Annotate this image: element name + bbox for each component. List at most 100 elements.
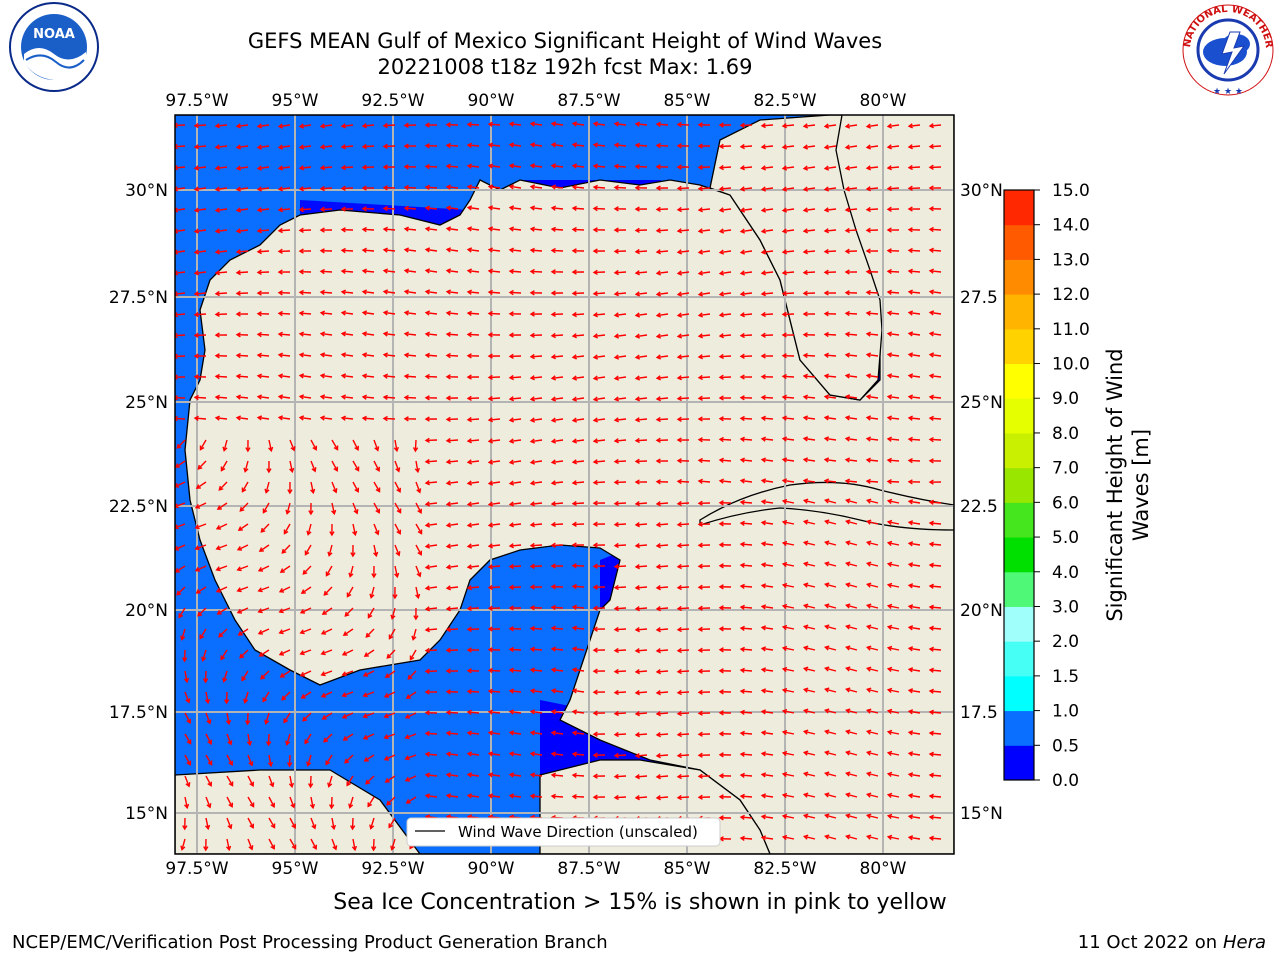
wave-direction-arrow (346, 586, 354, 597)
wave-direction-arrow (929, 438, 942, 441)
wave-direction-arrow (241, 670, 249, 681)
lat-tick-label: 30°N (125, 181, 168, 201)
wave-direction-arrow (929, 417, 942, 420)
wave-direction-arrow (761, 145, 774, 148)
wave-direction-arrow (741, 229, 753, 233)
wave-direction-arrow (195, 565, 207, 572)
wave-direction-arrow (740, 837, 753, 840)
wave-direction-arrow (719, 313, 732, 316)
wave-direction-arrow (426, 269, 438, 273)
wave-direction-arrow (446, 312, 459, 315)
wave-direction-arrow (909, 563, 921, 567)
wave-direction-arrow (614, 670, 627, 673)
wave-direction-arrow (551, 228, 564, 231)
wave-direction-arrow (677, 796, 690, 799)
wave-direction-arrow (467, 333, 480, 336)
wave-direction-arrow (783, 229, 795, 233)
wave-direction-arrow (740, 669, 753, 672)
colorbar-segment (1004, 190, 1034, 226)
wave-direction-arrow (909, 332, 921, 336)
wave-direction-arrow (804, 688, 816, 693)
legend-label: Wind Wave Direction (unscaled) (458, 823, 698, 841)
wave-direction-arrow (888, 836, 900, 840)
wave-direction-arrow (384, 754, 396, 761)
wave-direction-arrow (226, 775, 234, 786)
wave-direction-arrow (909, 752, 921, 756)
wave-direction-arrow (804, 166, 816, 170)
wave-direction-arrow (593, 481, 606, 484)
wave-direction-arrow (531, 752, 543, 756)
colorbar-tick-label: 1.0 (1052, 702, 1079, 722)
wave-direction-arrow (761, 271, 774, 274)
wave-direction-arrow (908, 270, 921, 273)
chart-title: GEFS MEAN Gulf of Mexico Significant Hei… (247, 29, 883, 53)
wave-direction-arrow (447, 773, 459, 777)
wave-direction-arrow (677, 250, 690, 254)
wave-direction-arrow (325, 754, 333, 765)
wave-direction-arrow (740, 690, 753, 693)
wave-direction-arrow (635, 544, 648, 547)
wave-direction-arrow (301, 586, 312, 594)
colorbar (1003, 189, 1035, 781)
wave-direction-arrow (593, 186, 606, 189)
lat-tick-label: 27.5°N (109, 288, 168, 308)
wave-direction-arrow (268, 796, 275, 808)
wave-direction-arrow (320, 166, 333, 169)
wave-direction-arrow (425, 207, 438, 210)
wave-direction-arrow (530, 773, 543, 777)
wave-direction-arrow (279, 649, 291, 656)
wave-direction-arrow (446, 753, 459, 756)
wave-direction-arrow (594, 418, 606, 422)
wave-direction-arrow (824, 333, 837, 336)
wave-direction-arrow (929, 543, 942, 546)
wave-direction-arrow (394, 544, 400, 556)
wave-direction-arrow (468, 794, 480, 798)
wave-direction-arrow (384, 733, 396, 739)
wave-direction-arrow (804, 709, 816, 714)
wave-direction-arrow (929, 837, 942, 840)
wave-direction-arrow (888, 395, 900, 399)
wave-direction-arrow (908, 249, 921, 252)
credit-text: NCEP/EMC/Verification Post Processing Pr… (12, 932, 608, 953)
wave-direction-arrow (846, 835, 858, 840)
wave-direction-arrow (614, 271, 627, 274)
wave-direction-arrow (614, 649, 627, 652)
wave-direction-arrow (289, 439, 295, 451)
wave-direction-arrow (656, 649, 669, 652)
lat-tick-label: 17.5°N (109, 703, 168, 723)
map-plot-area (175, 115, 954, 854)
wave-direction-arrow (719, 459, 732, 462)
wave-direction-arrow (615, 376, 627, 380)
wave-direction-arrow (572, 753, 585, 756)
wave-direction-arrow (824, 208, 837, 211)
wave-direction-arrow (386, 649, 396, 659)
wave-direction-arrow (530, 397, 543, 401)
wave-direction-arrow (175, 250, 186, 254)
wave-direction-arrow (394, 565, 399, 577)
wave-direction-arrow (194, 166, 207, 169)
wave-direction-arrow (866, 437, 879, 441)
wave-direction-arrow (551, 648, 564, 651)
svg-text:NOAA: NOAA (33, 27, 75, 42)
run-date: 11 Oct 2022 on Hera (1077, 932, 1266, 953)
wave-direction-arrow (804, 541, 816, 546)
wave-direction-arrow (425, 649, 438, 652)
wave-direction-arrow (239, 502, 249, 512)
wave-direction-arrow (593, 460, 606, 463)
wave-direction-arrow (279, 145, 291, 149)
wave-direction-arrow (362, 374, 375, 378)
wave-direction-arrow (740, 438, 753, 441)
wave-direction-arrow (258, 124, 270, 128)
wave-direction-arrow (887, 416, 900, 420)
wave-direction-arrow (614, 460, 627, 463)
wave-direction-arrow (699, 271, 711, 275)
wave-direction-arrow (362, 145, 375, 148)
wave-direction-arrow (425, 607, 438, 610)
wave-direction-arrow (289, 838, 297, 849)
wave-direction-arrow (740, 292, 753, 295)
wave-direction-arrow (867, 709, 879, 714)
wave-direction-arrow (216, 523, 228, 530)
wave-direction-arrow (866, 291, 879, 294)
wave-direction-arrow (446, 206, 459, 210)
wave-direction-arrow (762, 668, 774, 672)
